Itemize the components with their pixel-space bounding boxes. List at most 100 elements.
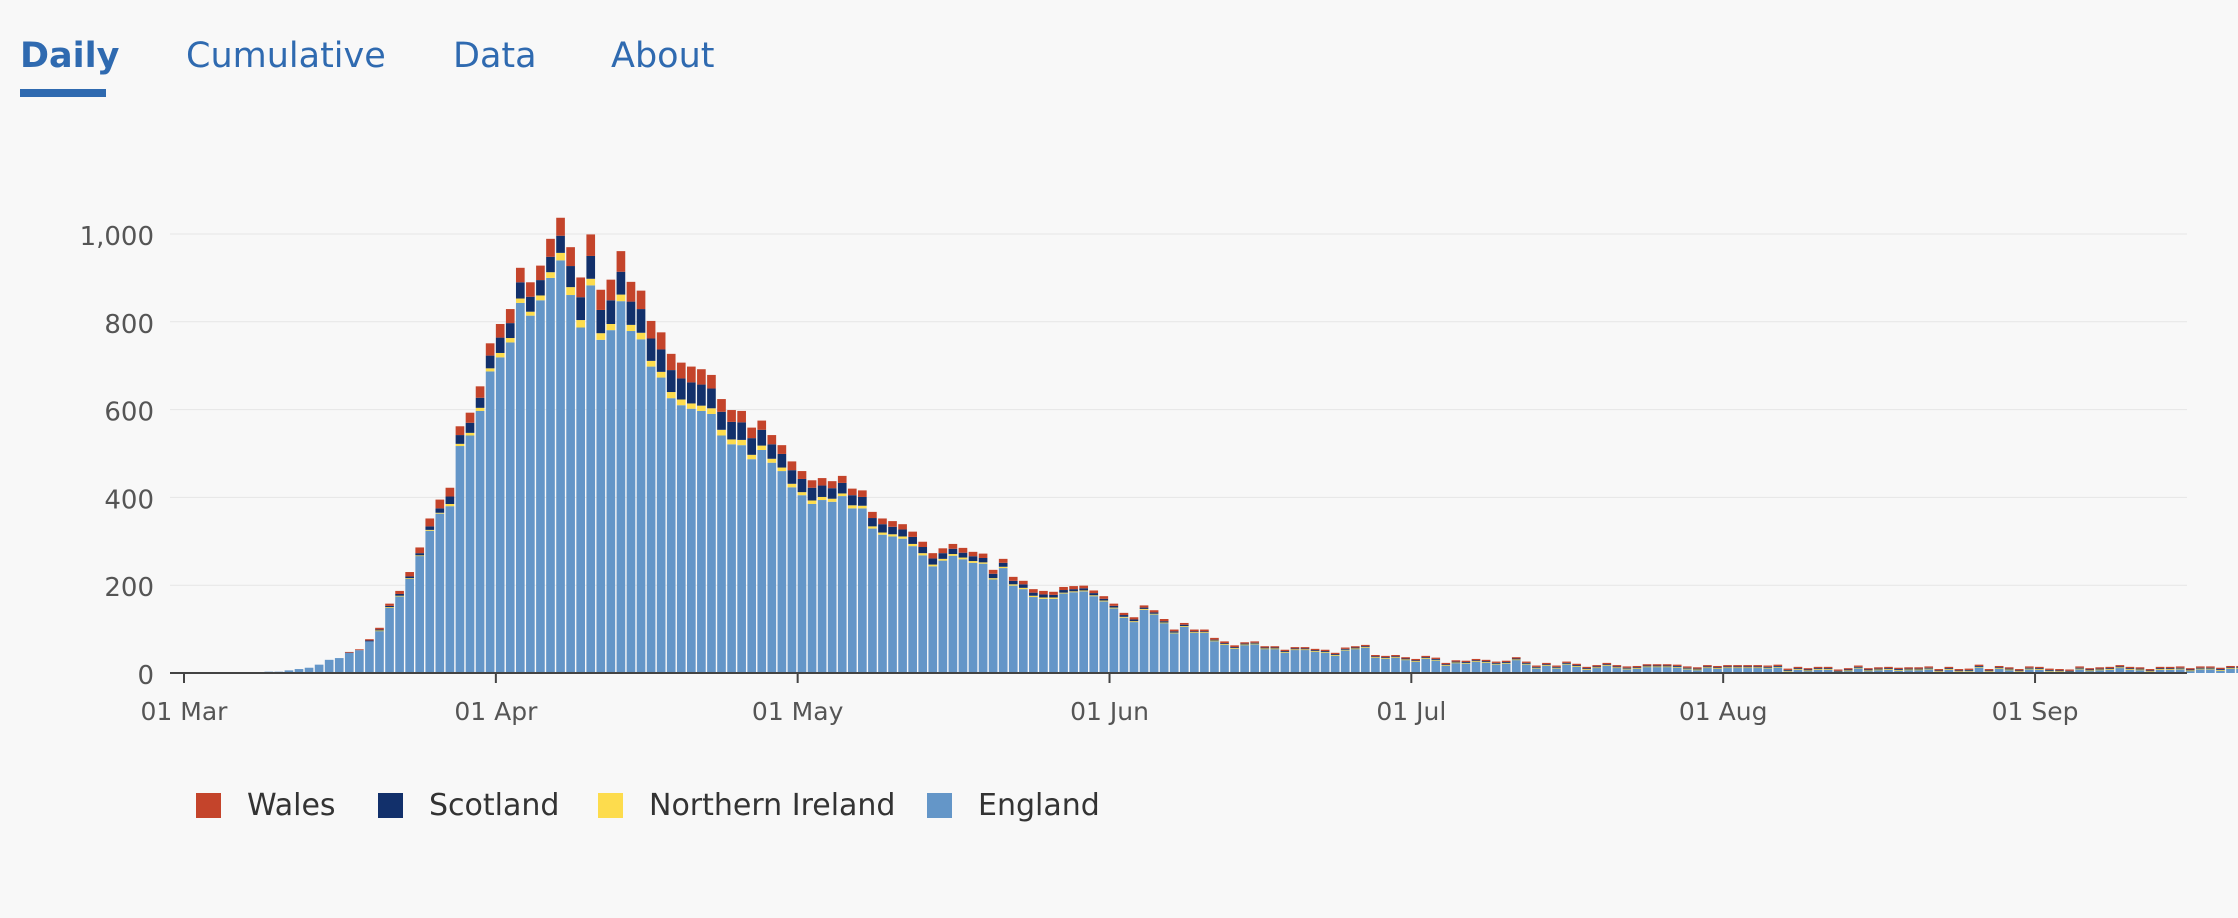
bar-segment-wales <box>1461 660 1471 663</box>
bar-segment-wales <box>1853 665 1863 667</box>
bar-segment-scotland <box>2175 667 2185 669</box>
bar-segment-england <box>1743 667 1752 673</box>
bar-segment-england <box>707 413 716 673</box>
bar-segment-northern-ireland <box>1612 667 1622 669</box>
bar-segment-northern-ireland <box>385 607 394 608</box>
bar-segment-scotland <box>1401 658 1410 660</box>
bar-segment-wales <box>1159 619 1169 622</box>
bar-segment-england <box>666 398 676 673</box>
bar-segment-england <box>465 435 475 673</box>
bar-segment-england <box>2236 668 2238 673</box>
x-tick-label: 01 Apr <box>454 697 538 726</box>
bar-segment-wales <box>1330 652 1340 655</box>
bar-segment-scotland <box>697 384 706 406</box>
bar-segment-scotland <box>1381 657 1390 659</box>
bar-segment-scotland <box>1864 669 1873 671</box>
bar-segment-wales <box>2105 666 2115 669</box>
y-tick-label: 400 <box>104 485 154 515</box>
bar-segment-wales <box>2155 666 2165 669</box>
bar-segment-wales <box>495 323 505 338</box>
legend-swatch-scotland <box>378 793 403 818</box>
bar-segment-wales <box>1793 666 1803 669</box>
bar-segment-scotland <box>2125 668 2135 670</box>
bar-segment-wales <box>2055 669 2064 671</box>
bar-segment-england <box>1350 648 1360 673</box>
bar-segment-northern-ireland <box>1501 662 1511 664</box>
bar-segment-scotland <box>807 487 817 501</box>
bar-segment-scotland <box>1260 647 1270 649</box>
bar-segment-england <box>2035 669 2044 673</box>
bar-segment-england <box>1079 591 1088 673</box>
bar-segment-northern-ireland <box>2115 667 2125 669</box>
bar-segment-wales <box>1994 665 2004 668</box>
bar-segment-wales <box>1270 646 1280 648</box>
bar-segment-england <box>1672 667 1682 673</box>
bar-segment-england <box>1029 597 1038 673</box>
bar-segment-england <box>344 652 354 673</box>
bar-segment-scotland <box>475 397 485 408</box>
bar-segment-scotland <box>1773 665 1783 667</box>
bar-segment-scotland <box>2206 667 2215 669</box>
bar-segment-wales <box>546 238 555 257</box>
bar-segment-wales <box>636 290 646 310</box>
bar-segment-wales <box>1833 669 1843 671</box>
bar-segment-northern-ireland <box>1622 668 1632 670</box>
bar-segment-scotland <box>1330 654 1340 656</box>
bar-segment-northern-ireland <box>1521 663 1531 665</box>
bar-segment-wales <box>1682 666 1692 668</box>
bar-segment-wales <box>2226 665 2235 668</box>
bar-segment-scotland <box>1632 667 1642 669</box>
bar-segment-scotland <box>817 485 827 497</box>
bar-segment-northern-ireland <box>1733 667 1742 669</box>
bar-segment-northern-ireland <box>1371 657 1380 658</box>
bar-segment-wales <box>1823 666 1833 669</box>
bar-segment-wales <box>1391 655 1400 657</box>
bar-segment-scotland <box>1874 668 1883 670</box>
tab-about[interactable]: About <box>611 36 715 76</box>
bar-segment-england <box>817 500 827 673</box>
bar-segment-wales <box>586 234 596 256</box>
bar-segment-scotland <box>1270 647 1280 649</box>
bar-segment-england <box>1149 614 1159 673</box>
bar-segment-scotland <box>1069 589 1078 592</box>
tab-daily[interactable]: Daily <box>20 36 120 76</box>
bar-segment-northern-ireland <box>2196 668 2205 670</box>
bar-segment-scotland <box>2226 667 2235 669</box>
bar-segment-england <box>938 560 948 673</box>
bar-segment-england <box>737 445 746 673</box>
bar-segment-wales <box>1169 629 1179 632</box>
bar-segment-northern-ireland <box>908 543 917 547</box>
bar-segment-northern-ireland <box>1421 658 1431 659</box>
bar-segment-wales <box>2135 667 2145 669</box>
bar-segment-england <box>727 444 736 673</box>
bar-segment-northern-ireland <box>455 443 465 447</box>
bar-segment-northern-ireland <box>2135 669 2145 671</box>
bar-segment-wales <box>425 518 435 527</box>
bar-segment-northern-ireland <box>1069 591 1078 593</box>
bar-segment-northern-ireland <box>526 311 535 316</box>
bar-segment-northern-ireland <box>1572 665 1581 667</box>
bar-segment-england <box>1109 608 1119 673</box>
bar-segment-england <box>1944 669 1954 673</box>
bar-segment-northern-ireland <box>1079 590 1088 592</box>
bar-segment-england <box>1381 658 1390 673</box>
bar-segment-scotland <box>767 444 777 459</box>
tab-data[interactable]: Data <box>453 36 537 76</box>
bar-segment-england <box>1662 666 1672 673</box>
bar-segment-northern-ireland <box>697 405 706 411</box>
bar-segment-wales <box>566 247 575 267</box>
bar-segment-northern-ireland <box>1381 658 1390 659</box>
bar-segment-england <box>1179 626 1189 673</box>
tab-cumulative[interactable]: Cumulative <box>186 36 386 76</box>
bar-segment-england <box>1974 667 1984 673</box>
bar-segment-northern-ireland <box>1089 595 1099 597</box>
bar-segment-scotland <box>2145 670 2155 672</box>
bar-segment-northern-ireland <box>837 493 847 497</box>
bar-segment-northern-ireland <box>1200 632 1209 633</box>
bar-segment-scotland <box>425 526 435 530</box>
bar-segment-scotland <box>1552 666 1561 668</box>
bar-segment-wales <box>998 558 1008 563</box>
bar-segment-northern-ireland <box>777 467 787 472</box>
bar-segment-northern-ireland <box>536 295 545 301</box>
bar-segment-wales <box>717 399 726 412</box>
